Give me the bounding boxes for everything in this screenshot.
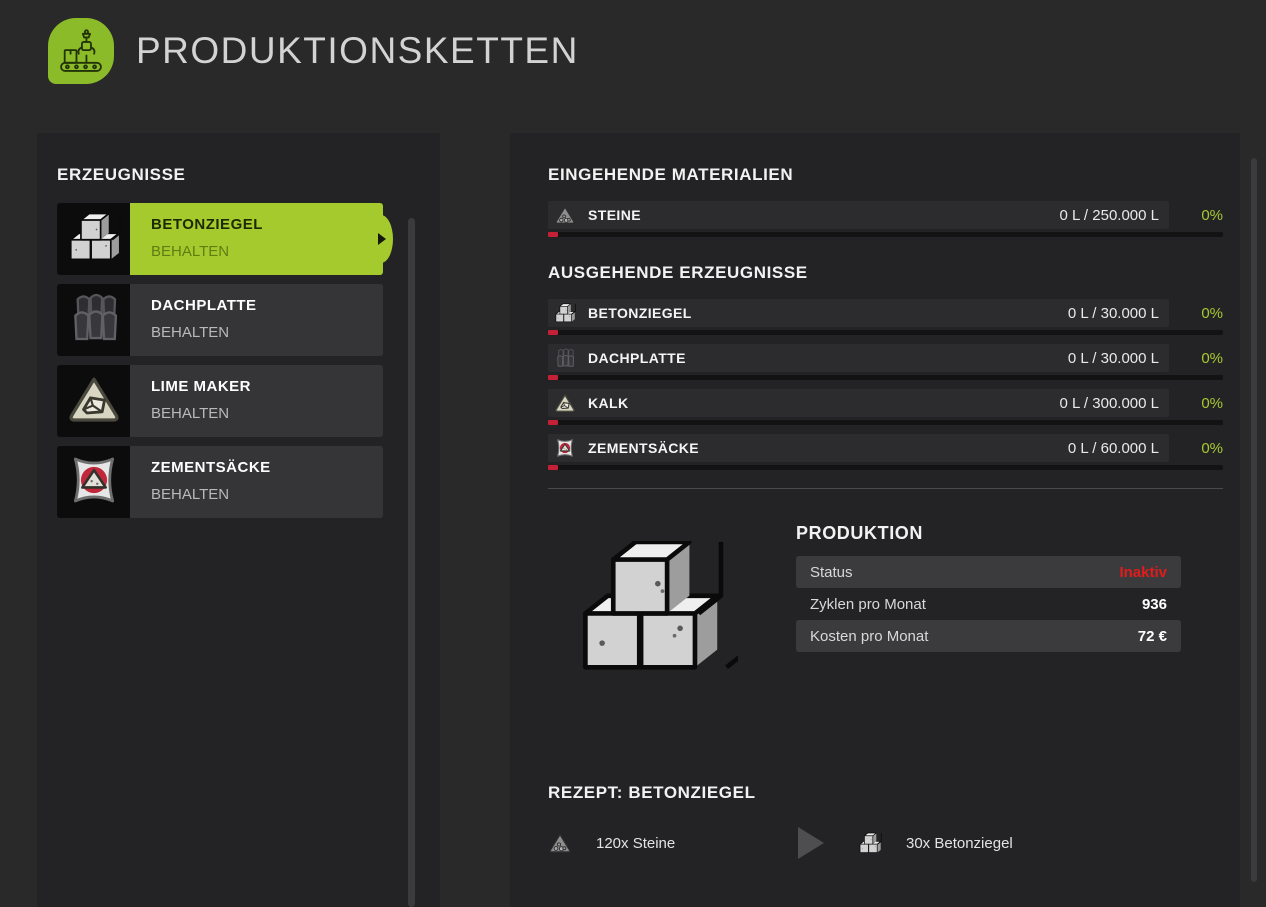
product-name: BETONZIEGEL <box>151 216 263 233</box>
recipe-input-text: 120x Steine <box>596 834 676 852</box>
progress-marker-icon <box>548 330 558 335</box>
product-output-mode: BEHALTEN <box>151 243 230 260</box>
material-name: DACHPLATTE <box>588 350 686 366</box>
page-header: PRODUKTIONSKETTEN <box>48 18 579 84</box>
sidebar-product-item[interactable]: LIME MAKER BEHALTEN <box>57 365 383 437</box>
material-fill-percent: 0% <box>1201 304 1223 322</box>
material-amount: 0 L / 30.000 L <box>1067 304 1159 322</box>
material-row: DACHPLATTE 0 L / 30.000 L 0% <box>548 344 1223 380</box>
production-stat-row: Zyklen pro Monat 936 <box>796 588 1181 620</box>
progress-marker-icon <box>548 465 558 470</box>
material-amount: 0 L / 300.000 L <box>1059 394 1159 412</box>
material-name: STEINE <box>588 207 641 223</box>
product-output-mode: BEHALTEN <box>151 486 230 503</box>
cement-bag-icon <box>554 437 576 459</box>
material-name: BETONZIEGEL <box>588 305 692 321</box>
stones-icon <box>548 831 572 855</box>
production-stat-row: Status Inaktiv <box>796 556 1181 588</box>
stones-icon <box>554 204 576 226</box>
recipe-input: 120x Steine <box>548 831 798 855</box>
recipe-heading: REZEPT: BETONZIEGEL <box>548 783 756 802</box>
product-output-mode: BEHALTEN <box>151 324 230 341</box>
recipe-section: REZEPT: BETONZIEGEL 120x Steine 30x Beto… <box>548 783 1223 859</box>
stat-value: Inaktiv <box>1119 563 1167 581</box>
product-name: DACHPLATTE <box>151 297 257 314</box>
roof-plates-icon <box>554 347 576 369</box>
material-row: BETONZIEGEL 0 L / 30.000 L 0% <box>548 299 1223 335</box>
material-row: STEINE 0 L / 250.000 L 0% <box>548 201 1223 237</box>
outputs-heading: AUSGEHENDE ERZEUGNISSE <box>548 263 808 282</box>
material-progress-bar <box>548 330 1223 335</box>
products-panel: ERZEUGNISSE BETONZIEGEL BEHALTEN DACHPLA… <box>37 133 440 907</box>
stat-value: 72 € <box>1137 627 1167 645</box>
inputs-heading: EINGEHENDE MATERIALIEN <box>548 165 794 184</box>
production-section: PRODUKTION Status Inaktiv Zyklen pro Mon… <box>548 515 1223 735</box>
inputs-list: STEINE 0 L / 250.000 L 0% <box>548 201 1223 237</box>
sidebar-product-item[interactable]: BETONZIEGEL BEHALTEN <box>57 203 386 275</box>
product-image-concrete-blocks <box>560 539 752 671</box>
sidebar-product-item[interactable]: ZEMENTSÄCKE BEHALTEN <box>57 446 383 518</box>
material-amount: 0 L / 250.000 L <box>1059 206 1159 224</box>
sidebar-scrollbar[interactable] <box>408 218 415 907</box>
stat-label: Kosten pro Monat <box>810 627 929 645</box>
material-progress-bar <box>548 375 1223 380</box>
stat-label: Status <box>810 563 853 581</box>
sidebar-product-item[interactable]: DACHPLATTE BEHALTEN <box>57 284 383 356</box>
concrete-blocks-image <box>560 539 752 675</box>
roof-plates-icon <box>66 290 122 351</box>
selected-arrow-icon <box>378 233 386 245</box>
stat-label: Zyklen pro Monat <box>810 595 926 613</box>
products-list: BETONZIEGEL BEHALTEN DACHPLATTE BEHALTEN… <box>57 203 386 518</box>
progress-marker-icon <box>548 420 558 425</box>
recipe-row: 120x Steine 30x Betonziegel <box>548 827 1223 859</box>
material-row: KALK 0 L / 300.000 L 0% <box>548 389 1223 425</box>
arrow-right-icon <box>798 827 824 859</box>
product-name: ZEMENTSÄCKE <box>151 459 271 476</box>
page-title: PRODUKTIONSKETTEN <box>136 30 579 71</box>
product-output-mode: BEHALTEN <box>151 405 230 422</box>
material-amount: 0 L / 60.000 L <box>1067 439 1159 457</box>
production-table: Status Inaktiv Zyklen pro Monat 936 Kost… <box>796 556 1181 652</box>
details-panel: EINGEHENDE MATERIALIEN STEINE 0 L / 250.… <box>510 133 1240 907</box>
progress-marker-icon <box>548 232 558 237</box>
cement-bag-icon <box>66 452 122 513</box>
material-fill-percent: 0% <box>1201 206 1223 224</box>
material-progress-bar <box>548 465 1223 470</box>
material-fill-percent: 0% <box>1201 394 1223 412</box>
material-name: KALK <box>588 395 629 411</box>
recipe-output: 30x Betonziegel <box>858 831 1013 855</box>
material-progress-bar <box>548 232 1223 237</box>
material-name: ZEMENTSÄCKE <box>588 440 699 456</box>
limestone-icon <box>66 371 122 432</box>
material-fill-percent: 0% <box>1201 439 1223 457</box>
concrete-blocks-icon <box>554 302 576 324</box>
concrete-blocks-icon <box>66 209 131 270</box>
material-fill-percent: 0% <box>1201 349 1223 367</box>
product-name: LIME MAKER <box>151 378 251 395</box>
content-scrollbar[interactable] <box>1251 158 1257 882</box>
products-heading: ERZEUGNISSE <box>57 165 186 184</box>
production-chains-app-icon <box>48 18 114 84</box>
material-progress-bar <box>548 420 1223 425</box>
material-row: ZEMENTSÄCKE 0 L / 60.000 L 0% <box>548 434 1223 470</box>
concrete-blocks-icon <box>858 831 882 855</box>
section-divider <box>548 488 1223 489</box>
production-stat-row: Kosten pro Monat 72 € <box>796 620 1181 652</box>
material-amount: 0 L / 30.000 L <box>1067 349 1159 367</box>
outputs-list: BETONZIEGEL 0 L / 30.000 L 0% DACHPLATTE… <box>548 299 1223 470</box>
production-heading: PRODUKTION <box>796 523 923 543</box>
stat-value: 936 <box>1141 595 1167 613</box>
recipe-output-text: 30x Betonziegel <box>906 834 1013 852</box>
limestone-icon <box>554 392 576 414</box>
progress-marker-icon <box>548 375 558 380</box>
